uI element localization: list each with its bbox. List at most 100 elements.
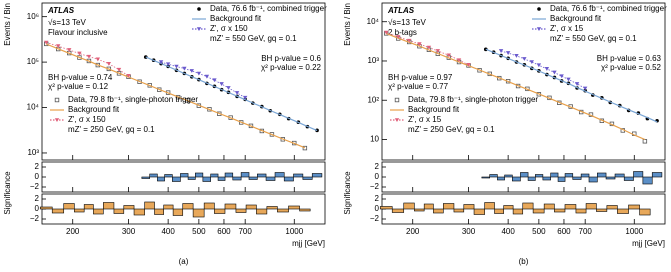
ratio-y-tick-label: 0 [375, 172, 380, 181]
significance-bar [557, 176, 566, 182]
signal-point [67, 48, 72, 52]
significance-bar [217, 176, 226, 181]
signal-point [566, 77, 571, 82]
signal-point [86, 54, 92, 59]
ratio-y-tick-label: 0 [35, 172, 40, 181]
fit-annotation: χ² p-value = 0.22 [261, 63, 322, 72]
significance-bar [484, 202, 495, 210]
significance-bar [423, 203, 434, 210]
significance-bar [580, 173, 590, 178]
fit-annotation: BH p-value = 0.6 [261, 54, 321, 63]
signal-point [505, 51, 511, 55]
x-axis-title: mjj [GeV] [632, 239, 665, 248]
significance-bar [554, 208, 566, 213]
x-tick-label: 400 [501, 227, 515, 236]
significance-bar [103, 202, 115, 210]
ratio-y-tick-label: 0 [35, 204, 40, 213]
significance-bar [623, 176, 634, 181]
significance-bar [202, 176, 211, 182]
significance-bar [497, 176, 505, 181]
significance-bar [235, 208, 247, 213]
signal-point [466, 62, 471, 67]
significance-bar [288, 205, 300, 210]
legend-note: mZ' = 550 GeV, gq = 0.1 [550, 34, 637, 43]
x-tick-label: 700 [238, 227, 252, 236]
significance-bar [503, 205, 514, 210]
significance-bar [63, 203, 75, 210]
significance-bar [311, 173, 323, 178]
significance-bar [113, 208, 125, 214]
significance-bar [157, 176, 165, 182]
significance-bar [550, 172, 559, 178]
data-point [302, 145, 308, 151]
significance-bar [74, 208, 85, 213]
signal-point [384, 30, 389, 35]
signal-point [544, 67, 550, 71]
y-tick-label: 10⁴ [367, 17, 380, 26]
panel-frame [381, 2, 666, 161]
significance-bar [542, 176, 551, 181]
signal-point [212, 78, 217, 83]
significance-bar [293, 173, 304, 178]
significance-bar [617, 208, 629, 214]
significance-bar [453, 208, 465, 213]
significance-bar [597, 172, 607, 178]
fit-line [485, 48, 658, 123]
significance-bar [633, 171, 644, 178]
significance-bar [414, 208, 425, 212]
ratio-y-tick-label: 2 [35, 194, 40, 203]
ratio-y-axis-title: Significance [343, 171, 352, 215]
significance-bar [605, 176, 616, 180]
significance-bar [379, 206, 393, 210]
significance-bar [93, 208, 104, 215]
legend-label: Data, 76.6 fb⁻¹, combined trigger [210, 4, 327, 13]
legend-label: Background fit [68, 105, 120, 114]
signal-point [498, 49, 504, 53]
legend-marker [54, 97, 60, 103]
significance-bar [535, 174, 544, 178]
significance-bar [224, 203, 237, 210]
signal-point [426, 45, 432, 50]
signal-point [522, 57, 527, 61]
significance-bar [628, 204, 640, 210]
ratio-y-axis-title: Significance [3, 171, 12, 215]
legend-label: Z', σ x 150 [68, 115, 106, 124]
x-tick-label: 500 [532, 227, 546, 236]
significance-bar [564, 173, 574, 178]
significance-bar [527, 176, 536, 181]
panel-frame [41, 2, 326, 161]
ratio-y-tick-label: −2 [370, 182, 380, 191]
y-tick-label: 10² [367, 95, 379, 104]
signal-point [407, 38, 412, 43]
y-tick-label: 10 [370, 135, 379, 144]
significance-bar [606, 205, 618, 210]
panel-label: (b) [519, 257, 529, 266]
y-axis-title: Events / Bin [3, 3, 12, 46]
significance-bar [463, 204, 475, 210]
significance-bar [512, 208, 524, 215]
x-tick-label: 500 [192, 227, 206, 236]
signal-point [77, 51, 82, 56]
significance-bar [588, 176, 598, 183]
signal-point [95, 57, 101, 62]
significance-bar [575, 208, 587, 214]
signal-point [456, 58, 462, 63]
legend-marker [196, 27, 202, 31]
significance-bar [187, 176, 196, 180]
ratio-y-tick-label: 2 [375, 162, 380, 171]
significance-bar [144, 201, 155, 210]
significance-bar [522, 202, 534, 210]
signal-point [158, 60, 164, 65]
significance-bar [651, 172, 663, 178]
legend-marker [536, 27, 542, 31]
y-tick-label: 10⁴ [27, 103, 40, 112]
legend-label: Z', σ x 15 [550, 24, 584, 33]
significance-bar [182, 203, 194, 210]
signal-line [500, 50, 586, 89]
legend-note: mZ' = 550 GeV, gq = 0.1 [210, 34, 297, 43]
significance-bar [256, 208, 268, 215]
panel-label: (a) [179, 257, 189, 266]
fit-line [45, 43, 306, 149]
ratio-y-tick-label: 2 [35, 162, 40, 171]
